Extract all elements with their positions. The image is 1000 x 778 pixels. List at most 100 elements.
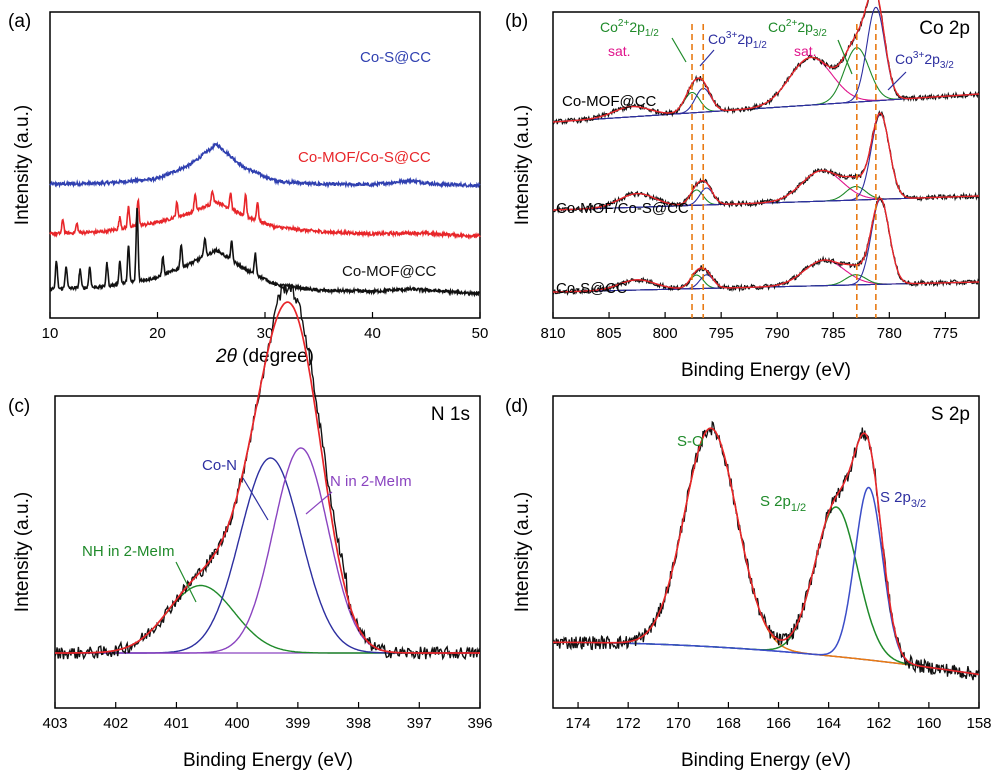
panel-b-stack-label-co-mof-co-s: Co-MOF/Co-S@CC: [556, 200, 689, 217]
panel-b-frame: [552, 11, 980, 319]
panel-c-component: [55, 584, 480, 654]
panel-a: (a) Intensity (a.u.) 2θ (degree) 10 20 30 4…: [8, 11, 488, 367]
panel-b-annot-co3-2p32: Co3+2p3/2: [895, 50, 954, 71]
panel-d-frame: [552, 395, 980, 709]
panel-c-x-tick-label: 399: [285, 715, 310, 732]
panel-d-component: [553, 506, 980, 676]
panel-c-ylabel: Intensity (a.u.): [12, 492, 33, 612]
panel-b-x-tick-label: 780: [877, 325, 902, 342]
panel-d-xlabel: Binding Energy (eV): [681, 750, 851, 771]
panel-b-component: [553, 113, 979, 211]
panel-b-annot-co2-2p12: Co2+2p1/2: [600, 18, 659, 39]
panel-b-fit-envelope: [552, 0, 980, 123]
panel-d-ylabel: Intensity (a.u.): [512, 492, 533, 612]
panel-b-x-tick-label: 785: [821, 325, 846, 342]
panel-a-x-tick-label: 30: [257, 325, 274, 342]
panel-a-series-line: [49, 189, 481, 240]
panel-c-x-tick-label: 396: [467, 715, 492, 732]
panel-c-ticks: 403 402 401 400 399 398 397 396: [42, 702, 493, 732]
panel-a-series-line: [49, 141, 481, 189]
panel-c-annot-co-n: Co-N: [202, 457, 237, 474]
panel-c-annot-nh: NH in 2-MeIm: [82, 543, 175, 560]
panel-a-label-co-s: Co-S@CC: [360, 49, 431, 66]
panel-b-x-tick-label: 775: [933, 325, 958, 342]
panel-b-annot-co2-2p32: Co2+2p3/2: [768, 18, 827, 39]
panel-d-fit-envelope: [553, 427, 980, 676]
panel-a-ticks: 10 20 30 40 50: [42, 312, 489, 342]
panel-a-label: (a): [8, 11, 31, 32]
panel-a-series: [49, 141, 481, 298]
panel-d-ticks: 174 172 170 168 166 164 162 160 158: [566, 702, 992, 732]
panel-b-raw-data: [552, 195, 980, 296]
panel-b-component: [552, 56, 980, 123]
panel-d: (d) Intensity (a.u.) Binding Energy (eV)…: [505, 395, 992, 771]
panel-b-arrow-4: [887, 71, 907, 91]
panel-b-annot-co3-2p12: Co3+2p1/2: [708, 30, 767, 51]
panel-c-arrow-1: [175, 561, 197, 603]
panel-c-series: [54, 283, 481, 661]
panel-c-arrow-3: [305, 491, 333, 515]
panel-d-x-tick-label: 168: [716, 715, 741, 732]
panel-b-x-tick-label: 810: [540, 325, 565, 342]
panel-c-label: (c): [8, 396, 30, 417]
panel-b-series: [552, 0, 980, 296]
panel-d-x-tick-label: 172: [616, 715, 641, 732]
panel-d-component: [553, 427, 980, 676]
panel-b-x-tick-label: 800: [653, 325, 678, 342]
panel-c-x-tick-label: 398: [346, 715, 371, 732]
panel-d-annot-s2p32: S 2p3/2: [880, 489, 926, 510]
panel-b-stack-label-co-s: Co-S@CC: [556, 280, 627, 297]
panel-a-label-co-mof: Co-MOF@CC: [342, 263, 437, 280]
panel-c-annot-n-in: N in 2-MeIm: [330, 473, 412, 490]
panel-b-arrow-2: [699, 49, 715, 67]
panel-a-x-tick-label: 20: [149, 325, 166, 342]
panel-d-x-tick-label: 170: [666, 715, 691, 732]
panel-d-annot-s-o: S-O: [677, 433, 704, 450]
panel-d-title: S 2p: [931, 404, 970, 425]
panel-a-x-tick-label: 50: [472, 325, 489, 342]
panel-b-fit-envelope: [553, 197, 979, 293]
panel-d-x-tick-label: 160: [916, 715, 941, 732]
panel-c-frame: [54, 395, 481, 709]
panel-c-x-tick-label: 400: [225, 715, 250, 732]
panel-d-x-tick-label: 158: [966, 715, 991, 732]
panel-c-x-tick-label: 402: [103, 715, 128, 732]
panel-c-fit-envelope: [55, 301, 480, 654]
panel-b-title: Co 2p: [919, 18, 970, 39]
panel-b-raw-data: [552, 110, 980, 214]
panel-d-annot-s2p12: S 2p1/2: [760, 493, 806, 514]
panel-b-stack-label-co-mof: Co-MOF@CC: [562, 93, 657, 110]
panel-b-fit-envelope: [553, 112, 979, 211]
panel-b-arrow-3: [837, 39, 853, 75]
panel-b-x-tick-label: 790: [765, 325, 790, 342]
panel-b-x-tick-label: 795: [709, 325, 734, 342]
panel-d-series: [552, 420, 980, 681]
panel-c-x-tick-label: 401: [164, 715, 189, 732]
panel-a-xlabel: 2θ (degree): [215, 346, 314, 367]
panel-b-annot-sat-1: sat.: [608, 43, 631, 59]
panel-c-x-tick-label: 403: [42, 715, 67, 732]
panel-a-x-tick-label: 40: [364, 325, 381, 342]
panel-c-xlabel: Binding Energy (eV): [183, 750, 353, 771]
panel-d-x-tick-label: 166: [766, 715, 791, 732]
panel-a-label-co-mof-co-s: Co-MOF/Co-S@CC: [298, 149, 431, 166]
panel-b-annot-sat-2: sat.: [794, 43, 817, 59]
panel-b-ticks: 810 805 800 795 790 785 780 775: [540, 312, 958, 342]
panel-b-reference-lines: [691, 24, 877, 318]
panel-d-x-tick-label: 164: [816, 715, 841, 732]
panel-c: (c) Intensity (a.u.) Binding Energy (eV)…: [8, 283, 493, 771]
panel-b-x-tick-label: 805: [597, 325, 622, 342]
panel-d-label: (d): [505, 396, 528, 417]
panel-c-x-tick-label: 397: [407, 715, 432, 732]
panel-b-label: (b): [505, 11, 528, 32]
panel-a-ylabel: Intensity (a.u.): [12, 105, 33, 225]
panel-d-x-tick-label: 174: [566, 715, 591, 732]
panel-c-arrow-2: [242, 477, 269, 521]
panel-d-x-tick-label: 162: [866, 715, 891, 732]
panel-c-title: N 1s: [431, 404, 470, 425]
panel-b-ylabel: Intensity (a.u.): [512, 105, 533, 225]
panel-a-x-tick-label: 10: [42, 325, 59, 342]
panel-d-raw-data: [552, 420, 980, 681]
panel-b-arrow-1: [671, 37, 687, 63]
